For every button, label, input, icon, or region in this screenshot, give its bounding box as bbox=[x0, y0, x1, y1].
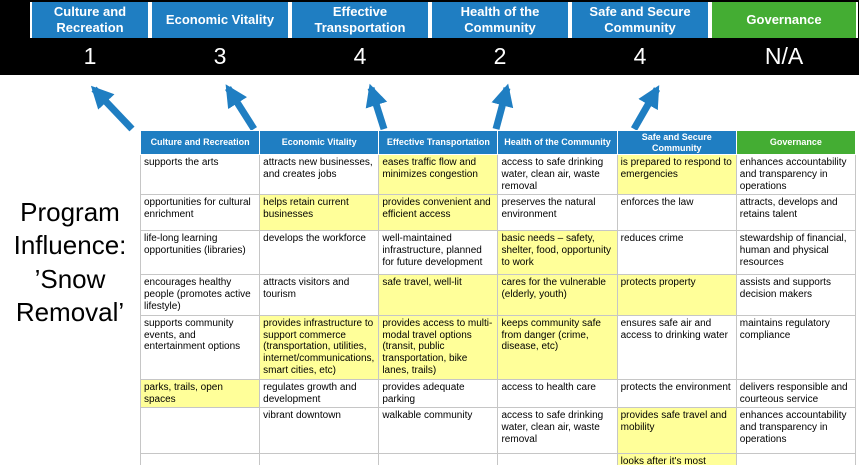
table-row: parks, trails, open spaces regulates grow… bbox=[139, 378, 857, 409]
table-cell bbox=[378, 453, 499, 465]
influence-table-body: supports the arts attracts new businesses… bbox=[139, 153, 857, 465]
table-cell: keeps community safe from danger (crime,… bbox=[497, 314, 618, 380]
table-cell: attracts new businesses, and creates job… bbox=[259, 153, 380, 196]
pillar-header: Culture and Recreation bbox=[30, 2, 150, 38]
pillar-score: 2 bbox=[493, 43, 507, 69]
table-column-header: Culture and Recreation bbox=[139, 130, 261, 155]
program-title-line: ’Snow bbox=[34, 263, 106, 294]
table-row: opportunities for cultural enrichment hel… bbox=[139, 194, 857, 232]
table-cell: opportunities for cultural enrichment bbox=[139, 194, 261, 232]
score-arrow bbox=[365, 83, 388, 131]
program-title-line: Program bbox=[20, 197, 120, 227]
table-cell bbox=[735, 453, 857, 465]
table-cell: helps retain current businesses bbox=[259, 194, 380, 232]
table-cell bbox=[259, 453, 380, 465]
table-cell: life-long learning opportunities (librar… bbox=[139, 230, 261, 276]
table-cell: stewardship of financial, human and phys… bbox=[735, 230, 857, 276]
table-cell: encourages healthy people (promotes acti… bbox=[139, 274, 261, 316]
table-column-header: Safe and Secure Community bbox=[616, 130, 737, 155]
table-cell: enhances accountability and transparency… bbox=[735, 153, 857, 196]
score-band: Culture and Recreation Economic Vitality E… bbox=[0, 0, 859, 75]
table-cell: walkable community bbox=[378, 407, 499, 455]
table-row: supports the arts attracts new businesses… bbox=[139, 153, 857, 196]
table-cell: enforces the law bbox=[616, 194, 737, 232]
pillar-header: Economic Vitality bbox=[150, 2, 290, 38]
table-cell: safe travel, well-lit bbox=[378, 274, 499, 316]
influence-table: Culture and Recreation Economic Vitality E… bbox=[139, 130, 857, 465]
table-cell: access to health care bbox=[497, 378, 618, 409]
table-cell: regulates growth and development bbox=[259, 378, 380, 409]
table-cell: reduces crime bbox=[616, 230, 737, 276]
table-cell: access to safe drinking water, clean air… bbox=[497, 407, 618, 455]
table-cell: provides safe travel and mobility bbox=[616, 407, 737, 455]
score-arrow bbox=[491, 83, 514, 130]
table-cell bbox=[497, 453, 618, 465]
table-cell bbox=[139, 453, 261, 465]
table-cell: parks, trails, open spaces bbox=[139, 378, 261, 409]
table-cell: vibrant downtown bbox=[259, 407, 380, 455]
table-cell: maintains regulatory compliance bbox=[735, 314, 857, 380]
score-arrow bbox=[630, 85, 661, 131]
table-cell: develops the workforce bbox=[259, 230, 380, 276]
score-arrow bbox=[225, 84, 257, 131]
pillar-header: Safe and Secure Community bbox=[570, 2, 710, 38]
table-cell: well-maintained infrastructure, planned … bbox=[378, 230, 499, 276]
table-row: life-long learning opportunities (librar… bbox=[139, 230, 857, 276]
table-cell: access to safe drinking water, clean air… bbox=[497, 153, 618, 196]
table-cell: looks after it's most vulnerable bbox=[616, 453, 737, 465]
table-cell: supports community events, and entertain… bbox=[139, 314, 261, 380]
pillar-header: Governance bbox=[710, 2, 858, 38]
table-cell: protects property bbox=[616, 274, 737, 316]
table-cell: provides convenient and efficient access bbox=[378, 194, 499, 232]
pillar-score: N/A bbox=[764, 43, 804, 69]
table-column-header: Health of the Community bbox=[497, 130, 618, 155]
table-cell: protects the environment bbox=[616, 378, 737, 409]
table-cell: provides access to multi-modal travel op… bbox=[378, 314, 499, 380]
pillar-score: 4 bbox=[353, 43, 367, 69]
table-cell: eases traffic flow and minimizes congest… bbox=[378, 153, 499, 196]
pillar-score: 4 bbox=[633, 43, 647, 69]
program-title: Program Influence: ’Snow Removal’ bbox=[0, 196, 140, 329]
program-title-line: Removal’ bbox=[15, 296, 125, 327]
table-row: looks after it's most vulnerable bbox=[139, 453, 857, 465]
table-cell: attracts visitors and tourism bbox=[259, 274, 380, 316]
table-row: supports community events, and entertain… bbox=[139, 314, 857, 380]
table-column-header: Effective Transportation bbox=[378, 130, 499, 155]
table-cell: is prepared to respond to emergencies bbox=[616, 153, 737, 196]
score-arrow bbox=[90, 85, 135, 132]
table-cell: ensures safe air and access to drinking … bbox=[616, 314, 737, 380]
program-title-line: Influence: bbox=[13, 230, 127, 261]
table-cell: assists and supports decision makers bbox=[735, 274, 857, 316]
pillar-header: Health of the Community bbox=[430, 2, 570, 38]
table-row: vibrant downtown walkable community access… bbox=[139, 407, 857, 455]
table-cell: supports the arts bbox=[139, 153, 261, 196]
pillar-header: Effective Transportation bbox=[290, 2, 430, 38]
table-row: encourages healthy people (promotes acti… bbox=[139, 274, 857, 316]
table-cell: preserves the natural environment bbox=[497, 194, 618, 232]
table-column-header: Governance bbox=[735, 130, 857, 155]
influence-table-head: Culture and Recreation Economic Vitality E… bbox=[139, 130, 857, 155]
table-cell bbox=[139, 407, 261, 455]
pillar-score: 3 bbox=[213, 43, 227, 69]
table-cell: provides infrastructure to support comme… bbox=[259, 314, 380, 380]
table-cell: delivers responsible and courteous servi… bbox=[735, 378, 857, 409]
table-cell: provides adequate parking bbox=[378, 378, 499, 409]
table-cell: cares for the vulnerable (elderly, youth… bbox=[497, 274, 618, 316]
pillar-score: 1 bbox=[83, 43, 97, 69]
table-header-row: Culture and Recreation Economic Vitality E… bbox=[139, 130, 857, 155]
table-cell: attracts, develops and retains talent bbox=[735, 194, 857, 232]
influence-arrows bbox=[90, 83, 661, 132]
table-cell: basic needs – safety, shelter, food, opp… bbox=[497, 230, 618, 276]
table-column-header: Economic Vitality bbox=[259, 130, 380, 155]
table-cell: enhances accountability and transparency… bbox=[735, 407, 857, 455]
